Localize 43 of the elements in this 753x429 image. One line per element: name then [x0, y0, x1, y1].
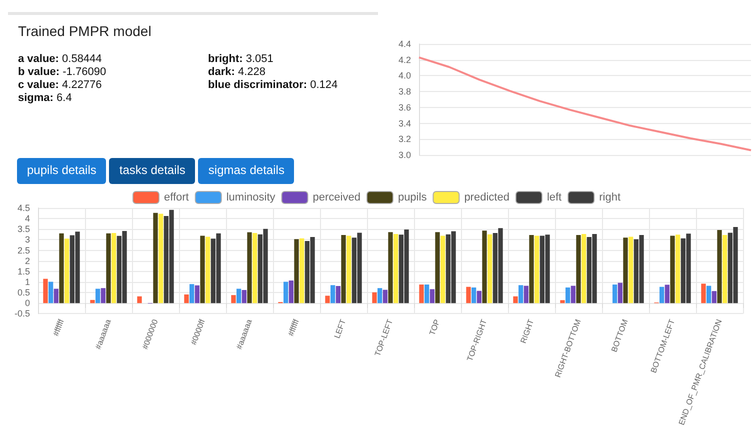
x-tick-label: #ffffff	[51, 317, 66, 338]
y-tick-label: 2.5	[17, 245, 30, 256]
text: dark: 4.228	[208, 66, 266, 79]
x-tick-label: #0000ff	[189, 317, 207, 346]
y-tick-label: 3.4	[398, 118, 411, 128]
text: sigmas details	[198, 158, 294, 184]
text: tasks details	[109, 158, 196, 184]
legend-label: effort	[164, 192, 189, 204]
x-tick-label: #ffffff	[286, 317, 301, 338]
y-tick-label: 4	[24, 214, 30, 224]
legend-label: luminosity	[226, 192, 276, 204]
x-tick-label: LEFT	[332, 318, 348, 340]
x-tick-label: TOP	[428, 318, 442, 337]
legend-label: perceived	[312, 192, 360, 204]
y-tick-label: -0.5	[14, 308, 30, 319]
y-tick-label: 4.5	[17, 203, 30, 213]
y-tick-label: 0	[24, 298, 30, 308]
text: bright: 3.051	[208, 53, 274, 66]
y-tick-label: 1.5	[17, 266, 30, 276]
y-tick-label: 0.5	[17, 288, 30, 298]
y-tick-label: 1	[24, 276, 30, 287]
y-tick-label: 3.0	[398, 150, 411, 160]
text: sigma: 6.4	[18, 92, 73, 105]
legend-label: right	[599, 192, 621, 204]
y-tick-label: 3.2	[398, 134, 411, 144]
legend-label: pupils	[398, 192, 428, 204]
y-tick-label: 4.4	[398, 39, 411, 49]
legend-label: left	[546, 192, 562, 204]
legend-label: predicted	[464, 192, 510, 204]
y-tick-label: 2	[24, 256, 30, 266]
y-tick-label: 3.8	[398, 86, 411, 97]
y-tick-label: 3	[24, 234, 30, 245]
text: a value: 0.58444	[18, 53, 103, 66]
text: b value: -1.76090	[18, 66, 106, 79]
y-tick-label: 3.5	[17, 224, 30, 234]
y-tick-label: 4.0	[398, 70, 411, 81]
text: Trained PMPR model	[18, 23, 152, 39]
text: c value: 4.22776	[18, 79, 103, 92]
y-tick-label: 3.6	[398, 102, 411, 112]
text: pupils details	[17, 158, 106, 184]
x-tick-label: RIGHT	[518, 318, 536, 345]
text: blue discriminator: 0.124	[208, 79, 338, 92]
y-tick-label: 4.2	[398, 54, 411, 65]
